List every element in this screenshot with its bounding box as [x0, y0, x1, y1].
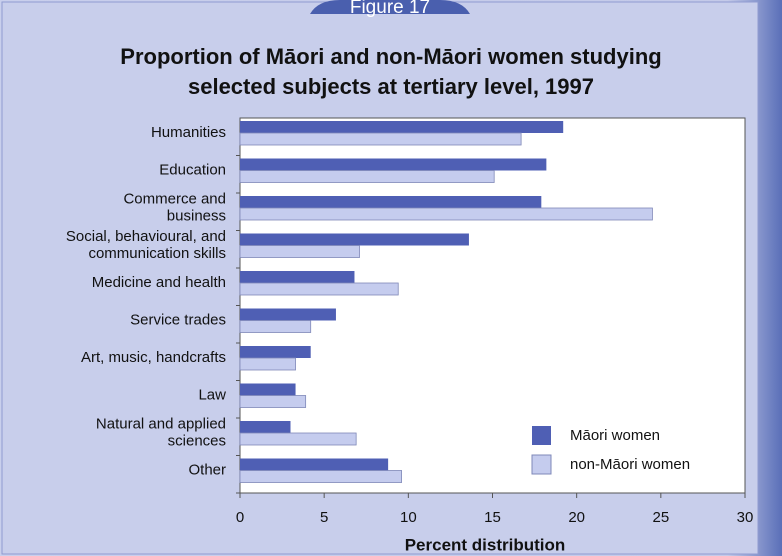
bar [239, 245, 360, 258]
y-tick-label: Other [188, 461, 226, 478]
bar [239, 170, 495, 183]
x-tick-label: 20 [568, 509, 585, 526]
bar [240, 308, 336, 321]
bar [239, 470, 403, 483]
y-tick-label: Law [198, 386, 226, 403]
bar [240, 158, 547, 171]
bar [240, 421, 291, 433]
x-tick-label: 25 [652, 509, 669, 526]
bar [240, 383, 296, 396]
bar [240, 196, 542, 208]
figure-tab [310, 0, 470, 14]
y-tick-label: Commerce and business [123, 190, 226, 224]
y-tick-label: Humanities [151, 124, 226, 141]
bar [239, 395, 307, 408]
bar [240, 233, 469, 246]
y-tick-label: Medicine and health [92, 274, 226, 291]
y-tick-label: Social, behavioural, and communication sk… [66, 228, 226, 262]
x-tick-label: 15 [484, 509, 501, 526]
y-tick-label: Service trades [130, 311, 226, 328]
x-tick-label: 5 [320, 509, 328, 526]
chart-title: Proportion of Māori and non-Māori women … [120, 44, 661, 99]
bar [240, 458, 389, 471]
y-tick-label: Art, music, handcrafts [81, 349, 226, 366]
bar [240, 121, 564, 133]
legend-swatch [532, 426, 551, 445]
bar [239, 357, 296, 371]
legend-label: non-Māori women [570, 456, 690, 473]
figure-label: Figure 17 [350, 0, 430, 18]
y-tick-label: Natural and applied sciences [96, 415, 226, 449]
bar [239, 207, 653, 221]
bar [240, 271, 355, 283]
bar [239, 320, 312, 333]
y-tick-label: Education [159, 161, 226, 178]
x-tick-label: 10 [400, 509, 417, 526]
bar [239, 132, 522, 146]
legend-label: Māori women [570, 427, 660, 444]
x-tick-label: 30 [737, 509, 754, 526]
bar [239, 432, 357, 446]
x-tick-label: 0 [236, 509, 244, 526]
x-axis-label: Percent distribution [405, 535, 566, 554]
bar [239, 282, 399, 296]
bar [240, 346, 311, 358]
legend-swatch [531, 454, 552, 475]
